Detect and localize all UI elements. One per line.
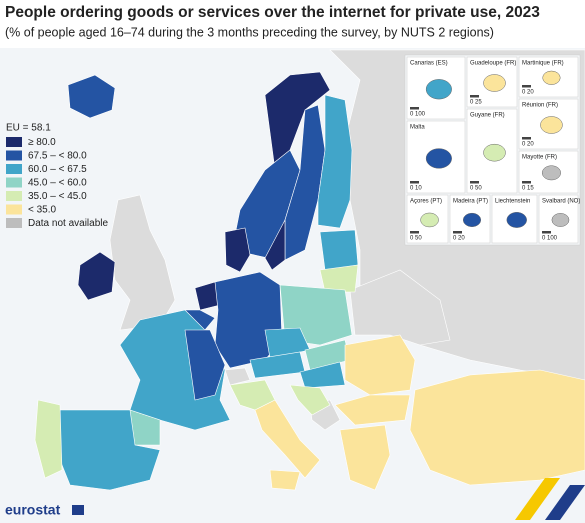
iceland — [67, 74, 116, 119]
insets: Canarias (ES) 0 100 Guadeloupe (FR) 0 25 Mar… — [404, 54, 580, 246]
scale-label: 0 25 — [470, 100, 482, 106]
logo: eurostat — [5, 502, 61, 518]
inset-label: Açores (PT) — [410, 199, 442, 205]
legend-swatch — [6, 137, 22, 147]
legend-label: ≥ 80.0 — [28, 137, 56, 148]
italy-south — [254, 399, 321, 479]
legend-swatch — [6, 164, 22, 174]
scale-label: 0 20 — [522, 90, 534, 96]
scale-bar — [410, 181, 419, 184]
legend-label: 45.0 – < 60.0 — [28, 178, 87, 189]
scale-label: 0 15 — [522, 186, 534, 192]
finland — [317, 94, 353, 229]
inset-region — [425, 79, 452, 100]
title: People ordering goods or services over t… — [5, 4, 540, 21]
inset-label: Martinique (FR) — [522, 61, 564, 67]
subtitle: (% of people aged 16–74 during the 3 mon… — [5, 25, 494, 39]
scale-label: 0 20 — [522, 142, 534, 148]
spain — [59, 409, 161, 491]
inset-label: Liechtenstein — [495, 199, 530, 205]
inset-label: Malta — [410, 125, 425, 131]
romania — [344, 334, 416, 396]
scale-label: 0 10 — [410, 186, 422, 192]
baltics-north — [319, 229, 359, 271]
regions — [34, 71, 585, 491]
lithuania — [319, 264, 359, 293]
scale-label: 0 50 — [410, 236, 422, 242]
greece — [339, 424, 391, 491]
scale-label: 0 20 — [453, 236, 465, 242]
inset-label: Réunion (FR) — [522, 103, 558, 109]
france-east — [184, 329, 226, 401]
inset-region — [483, 74, 506, 92]
scale-bar — [410, 107, 419, 110]
scale-bar — [522, 137, 531, 140]
inset-region — [483, 143, 506, 162]
legend-label: 67.5 – < 80.0 — [28, 151, 87, 162]
legend-label: < 35.0 — [28, 205, 57, 216]
legend-swatch — [6, 204, 22, 215]
scale-bar — [470, 181, 479, 184]
inset-panel — [518, 150, 579, 194]
legend: EU = 58.1 ≥ 80.0 67.5 – < 80.0 60.0 – < 67… — [6, 123, 108, 229]
legend-title: EU = 58.1 — [6, 123, 51, 134]
inset-label: Madeira (PT) — [453, 199, 488, 205]
inset-label: Canarias (ES) — [410, 61, 448, 67]
legend-label: Data not available — [28, 218, 108, 229]
scale-bar — [470, 95, 479, 98]
bulgaria — [334, 394, 411, 426]
inset-region — [542, 70, 561, 85]
ireland — [77, 251, 116, 301]
inset-region — [425, 148, 452, 169]
scale-bar — [522, 181, 531, 184]
legend-swatch — [6, 191, 22, 201]
logo-stripe — [515, 478, 560, 520]
stockholm — [264, 219, 286, 271]
denmark — [224, 227, 251, 273]
inset-label: Guadeloupe (FR) — [470, 61, 516, 67]
ukraine-belarus — [349, 269, 451, 346]
legend-swatch — [6, 177, 22, 188]
switzerland — [224, 367, 251, 386]
inset-label: Svalbard (NO) — [542, 199, 580, 205]
legend-swatch — [6, 218, 22, 228]
sicily — [269, 469, 301, 491]
inset-label: Mayotte (FR) — [522, 155, 557, 161]
turkey — [409, 369, 585, 486]
scale-label: 0 100 — [542, 236, 558, 242]
legend-label: 60.0 – < 67.5 — [28, 164, 87, 175]
scale-bar — [542, 231, 551, 234]
scale-bar — [522, 85, 531, 88]
croatia — [289, 384, 331, 416]
inset-region — [541, 165, 561, 181]
scale-label: 0 50 — [470, 186, 482, 192]
inset-label: Guyane (FR) — [470, 113, 505, 119]
inset-region — [506, 212, 527, 228]
inset-region — [462, 212, 482, 228]
inset-region — [540, 116, 563, 134]
logo-stripe — [545, 485, 585, 520]
legend-label: 35.0 – < 45.0 — [28, 191, 87, 202]
hungary — [299, 361, 346, 389]
legend-swatch — [6, 150, 22, 161]
inset-region — [420, 212, 439, 228]
inset-region — [551, 213, 570, 227]
scale-bar — [410, 231, 419, 234]
scale-label: 0 100 — [410, 112, 426, 118]
scale-bar — [453, 231, 462, 234]
eu-flag — [72, 505, 84, 515]
portugal — [34, 399, 63, 479]
